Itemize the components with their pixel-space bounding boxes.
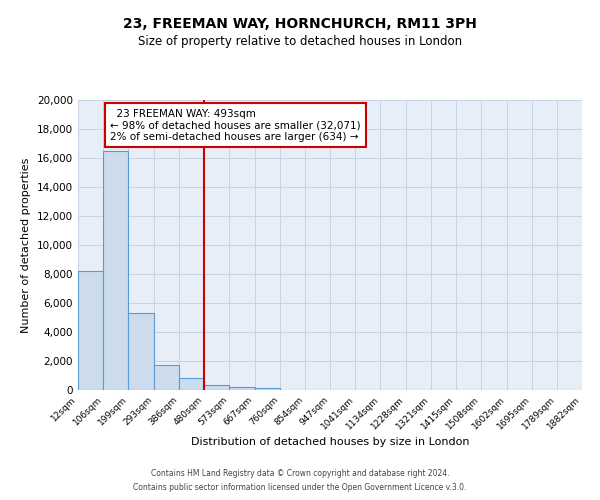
- Text: Contains HM Land Registry data © Crown copyright and database right 2024.: Contains HM Land Registry data © Crown c…: [151, 468, 449, 477]
- X-axis label: Distribution of detached houses by size in London: Distribution of detached houses by size …: [191, 436, 469, 446]
- Bar: [103, 151, 128, 390]
- Bar: [229, 387, 254, 390]
- Text: Size of property relative to detached houses in London: Size of property relative to detached ho…: [138, 35, 462, 48]
- Bar: [78, 271, 103, 390]
- Bar: [254, 388, 280, 390]
- Text: Contains public sector information licensed under the Open Government Licence v.: Contains public sector information licen…: [133, 484, 467, 492]
- Bar: [128, 313, 154, 390]
- Text: 23, FREEMAN WAY, HORNCHURCH, RM11 3PH: 23, FREEMAN WAY, HORNCHURCH, RM11 3PH: [123, 18, 477, 32]
- Bar: [154, 364, 179, 390]
- Bar: [179, 378, 204, 390]
- Text: 23 FREEMAN WAY: 493sqm  
← 98% of detached houses are smaller (32,071)
2% of sem: 23 FREEMAN WAY: 493sqm ← 98% of detached…: [110, 108, 361, 142]
- Bar: [204, 385, 229, 390]
- Y-axis label: Number of detached properties: Number of detached properties: [22, 158, 31, 332]
